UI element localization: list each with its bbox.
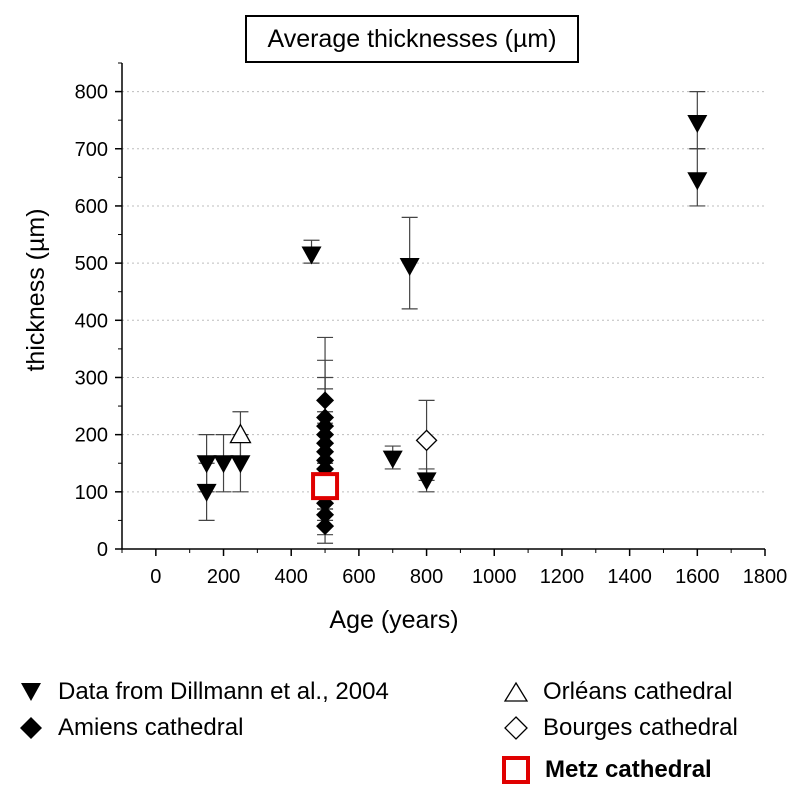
data-point bbox=[311, 472, 340, 501]
data-point bbox=[230, 455, 251, 474]
gridlines bbox=[122, 91, 765, 493]
data-point bbox=[316, 408, 335, 427]
y-tick-label: 200 bbox=[75, 425, 108, 447]
triangle-down-filled-icon bbox=[21, 683, 41, 701]
x-tick-label: 1800 bbox=[743, 566, 788, 588]
x-tick-label: 200 bbox=[207, 566, 240, 588]
data-point bbox=[382, 450, 403, 469]
data-point bbox=[416, 472, 437, 491]
legend-label: Data from Dillmann et al., 2004 bbox=[58, 678, 389, 705]
legend-item-amiens: Amiens cathedral bbox=[18, 714, 243, 742]
error-bars bbox=[198, 90, 706, 544]
y-axis-label: thickness (µm) bbox=[22, 208, 50, 371]
data-point bbox=[213, 455, 234, 474]
legend-item-bourges: Bourges cathedral bbox=[503, 714, 738, 742]
data-point bbox=[687, 172, 708, 191]
legend-label: Bourges cathedral bbox=[543, 714, 738, 741]
x-tick-label: 800 bbox=[410, 566, 443, 588]
y-tick-label: 600 bbox=[75, 196, 108, 218]
x-tick-label: 1600 bbox=[675, 566, 720, 588]
data-point bbox=[301, 246, 322, 265]
x-tick-label: 1400 bbox=[607, 566, 652, 588]
y-tick-label: 700 bbox=[75, 139, 108, 161]
x-tick-label: 0 bbox=[150, 566, 161, 588]
data-point bbox=[316, 391, 335, 410]
legend-label: Amiens cathedral bbox=[58, 714, 244, 741]
y-tick-label: 300 bbox=[75, 367, 108, 389]
data-point bbox=[687, 115, 708, 134]
chart-title: Average thicknesses (µm) bbox=[245, 15, 579, 63]
y-tick-label: 400 bbox=[75, 310, 108, 332]
y-tick-label: 500 bbox=[75, 253, 108, 275]
y-tick-label: 800 bbox=[75, 82, 108, 104]
square-open-red-icon bbox=[502, 756, 530, 784]
data-points bbox=[196, 115, 708, 536]
x-tick-label: 1000 bbox=[472, 566, 517, 588]
legend-label: Metz cathedral bbox=[545, 756, 712, 783]
chart-title-text: Average thicknesses (µm) bbox=[267, 24, 557, 53]
data-point bbox=[399, 257, 420, 276]
tick-labels: 0 100 200 300 400 500 600 700 800 0 200 400 600 800 10… bbox=[75, 82, 788, 588]
x-tick-label: 600 bbox=[342, 566, 375, 588]
axes bbox=[115, 62, 766, 556]
data-point bbox=[316, 517, 335, 536]
legend-item-orleans: Orléans cathedral bbox=[503, 678, 732, 706]
legend-item-metz: Metz cathedral bbox=[501, 755, 712, 785]
legend-label: Orléans cathedral bbox=[543, 678, 733, 705]
y-tick-label: 0 bbox=[97, 539, 108, 561]
data-point bbox=[316, 505, 335, 524]
data-point bbox=[196, 455, 217, 474]
x-tick-label: 1200 bbox=[540, 566, 585, 588]
diamond-filled-icon bbox=[20, 717, 42, 739]
x-tick-label: 400 bbox=[275, 566, 308, 588]
triangle-up-open-icon bbox=[503, 681, 529, 702]
data-point bbox=[229, 423, 252, 444]
data-point bbox=[415, 429, 438, 452]
y-tick-label: 100 bbox=[75, 482, 108, 504]
data-point bbox=[196, 483, 217, 502]
legend-item-dillmann: Data from Dillmann et al., 2004 bbox=[18, 678, 389, 706]
diamond-open-icon bbox=[504, 716, 528, 740]
x-axis-label: Age (years) bbox=[329, 606, 458, 634]
